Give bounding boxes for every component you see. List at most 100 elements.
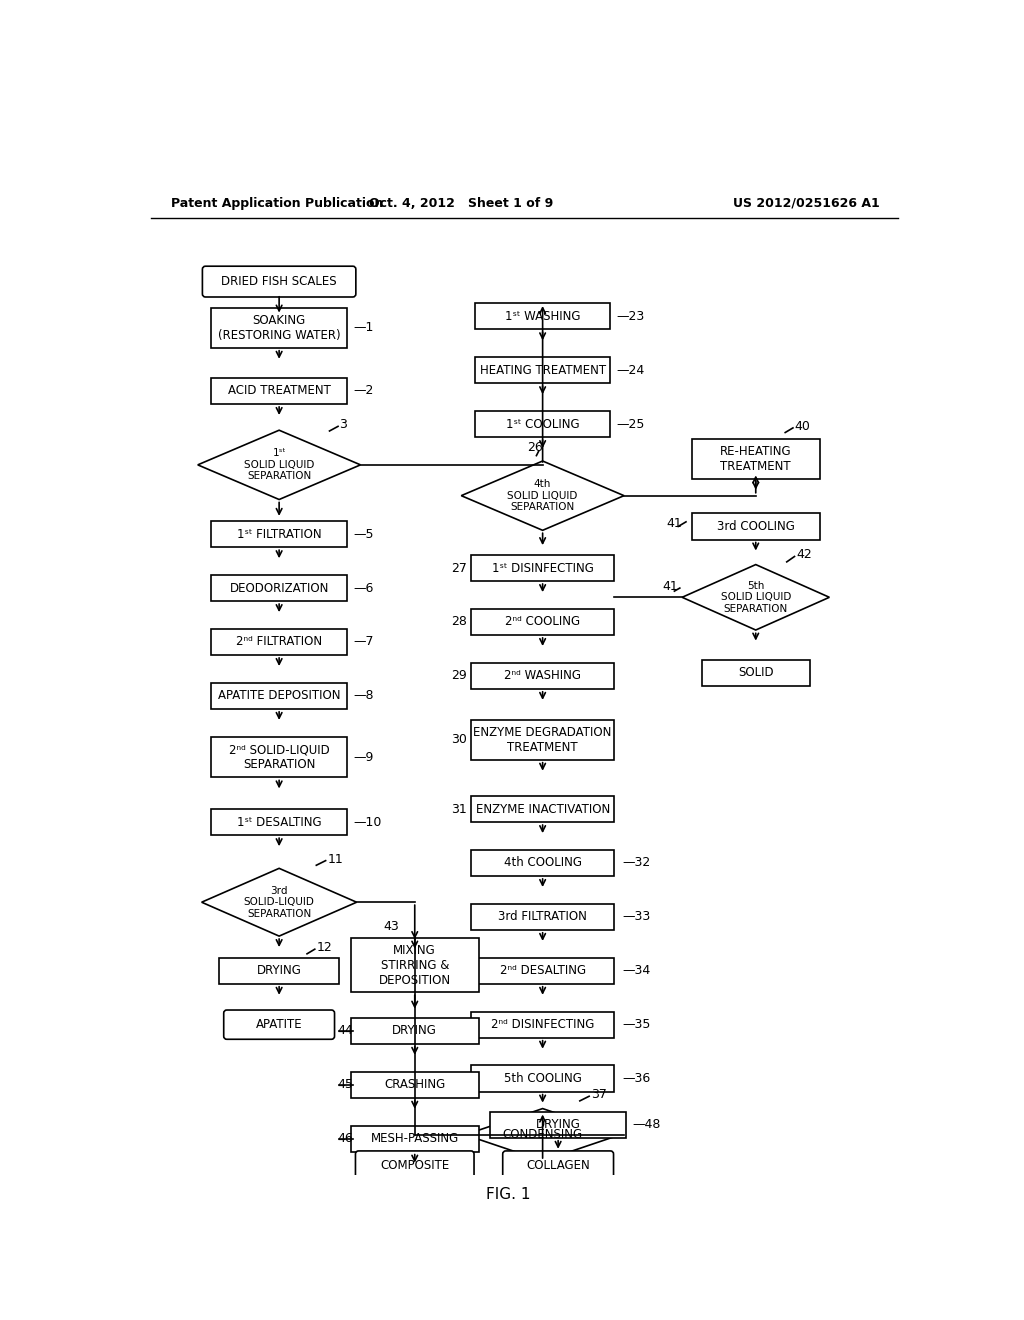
Text: 45: 45	[337, 1078, 353, 1092]
Text: —48: —48	[632, 1118, 660, 1131]
FancyBboxPatch shape	[351, 1018, 478, 1044]
FancyBboxPatch shape	[701, 660, 810, 686]
FancyBboxPatch shape	[471, 1011, 614, 1038]
Text: 1ˢᵗ COOLING: 1ˢᵗ COOLING	[506, 417, 580, 430]
FancyBboxPatch shape	[351, 1126, 478, 1151]
Text: —34: —34	[622, 964, 650, 977]
Text: DRYING: DRYING	[257, 964, 301, 977]
Text: COMPOSITE: COMPOSITE	[380, 1159, 450, 1172]
FancyBboxPatch shape	[351, 1072, 478, 1098]
Text: —24: —24	[616, 363, 645, 376]
Text: 2ⁿᵈ DISINFECTING: 2ⁿᵈ DISINFECTING	[490, 1018, 594, 1031]
Text: Patent Application Publication: Patent Application Publication	[171, 197, 383, 210]
Text: DRYING: DRYING	[536, 1118, 581, 1131]
Text: 3rd COOLING: 3rd COOLING	[717, 520, 795, 533]
FancyBboxPatch shape	[471, 1065, 614, 1092]
Text: 5th
SOLID LIQUID
SEPARATION: 5th SOLID LIQUID SEPARATION	[721, 581, 791, 614]
Text: —6: —6	[353, 582, 374, 594]
Text: 41: 41	[663, 579, 679, 593]
Text: MIXING
STIRRING &
DEPOSITION: MIXING STIRRING & DEPOSITION	[379, 944, 451, 987]
FancyBboxPatch shape	[475, 358, 610, 383]
FancyBboxPatch shape	[211, 521, 347, 548]
Text: 1ˢᵗ WASHING: 1ˢᵗ WASHING	[505, 310, 581, 323]
Text: 46: 46	[337, 1133, 353, 1146]
Text: 3rd
SOLID-LIQUID
SEPARATION: 3rd SOLID-LIQUID SEPARATION	[244, 886, 314, 919]
Text: 28: 28	[452, 615, 467, 628]
Text: 5th COOLING: 5th COOLING	[504, 1072, 582, 1085]
FancyBboxPatch shape	[471, 958, 614, 983]
Text: —36: —36	[622, 1072, 650, 1085]
FancyBboxPatch shape	[475, 304, 610, 330]
Text: MESH-PASSING: MESH-PASSING	[371, 1133, 459, 1146]
Text: 40: 40	[795, 420, 810, 433]
Text: 2ⁿᵈ SOLID-LIQUID
SEPARATION: 2ⁿᵈ SOLID-LIQUID SEPARATION	[228, 743, 330, 771]
FancyBboxPatch shape	[203, 267, 356, 297]
FancyBboxPatch shape	[475, 411, 610, 437]
FancyBboxPatch shape	[223, 1010, 335, 1039]
Text: —10: —10	[353, 816, 382, 829]
Text: 42: 42	[796, 548, 812, 561]
FancyBboxPatch shape	[211, 378, 347, 404]
Text: ENZYME INACTIVATION: ENZYME INACTIVATION	[475, 803, 609, 816]
Text: —25: —25	[616, 417, 645, 430]
Text: 2ⁿᵈ WASHING: 2ⁿᵈ WASHING	[504, 669, 582, 682]
Text: 11: 11	[328, 853, 343, 866]
Text: 4th COOLING: 4th COOLING	[504, 857, 582, 870]
FancyBboxPatch shape	[351, 939, 478, 993]
Text: 1ˢᵗ DESALTING: 1ˢᵗ DESALTING	[237, 816, 322, 829]
FancyBboxPatch shape	[692, 438, 819, 479]
FancyBboxPatch shape	[471, 904, 614, 929]
Text: 4th
SOLID LIQUID
SEPARATION: 4th SOLID LIQUID SEPARATION	[508, 479, 578, 512]
Text: HEATING TREATMENT: HEATING TREATMENT	[479, 363, 605, 376]
Text: 1ˢᵗ DISINFECTING: 1ˢᵗ DISINFECTING	[492, 561, 594, 574]
Text: 41: 41	[667, 517, 682, 529]
Text: —5: —5	[353, 528, 374, 541]
Text: 37: 37	[591, 1088, 606, 1101]
Text: SOAKING
(RESTORING WATER): SOAKING (RESTORING WATER)	[218, 314, 340, 342]
Text: CRASHING: CRASHING	[384, 1078, 445, 1092]
FancyBboxPatch shape	[471, 609, 614, 635]
Text: 1ˢᵗ
SOLID LIQUID
SEPARATION: 1ˢᵗ SOLID LIQUID SEPARATION	[244, 449, 314, 482]
Text: 3: 3	[340, 418, 347, 432]
Text: —1: —1	[353, 321, 374, 334]
FancyBboxPatch shape	[211, 682, 347, 709]
Text: 2ⁿᵈ DESALTING: 2ⁿᵈ DESALTING	[500, 964, 586, 977]
Text: Oct. 4, 2012   Sheet 1 of 9: Oct. 4, 2012 Sheet 1 of 9	[369, 197, 553, 210]
Text: 3rd FILTRATION: 3rd FILTRATION	[499, 911, 587, 924]
Text: 1ˢᵗ FILTRATION: 1ˢᵗ FILTRATION	[237, 528, 322, 541]
FancyBboxPatch shape	[355, 1151, 474, 1180]
Text: —35: —35	[622, 1018, 650, 1031]
Text: —9: —9	[353, 751, 374, 764]
Text: APATITE DEPOSITION: APATITE DEPOSITION	[218, 689, 340, 702]
FancyBboxPatch shape	[211, 628, 347, 655]
Text: FIG. 1: FIG. 1	[485, 1187, 530, 1201]
Text: DEODORIZATION: DEODORIZATION	[229, 582, 329, 594]
Text: —7: —7	[353, 635, 374, 648]
FancyBboxPatch shape	[471, 850, 614, 876]
Text: 26: 26	[527, 441, 543, 454]
Text: RE-HEATING
TREATMENT: RE-HEATING TREATMENT	[720, 445, 792, 473]
FancyBboxPatch shape	[211, 576, 347, 601]
FancyBboxPatch shape	[471, 719, 614, 760]
Polygon shape	[465, 1109, 621, 1162]
Text: CONDENSING: CONDENSING	[503, 1129, 583, 1142]
FancyBboxPatch shape	[471, 663, 614, 689]
Text: US 2012/0251626 A1: US 2012/0251626 A1	[733, 197, 880, 210]
FancyBboxPatch shape	[211, 308, 347, 348]
Text: ACID TREATMENT: ACID TREATMENT	[227, 384, 331, 397]
Text: 30: 30	[452, 733, 467, 746]
Text: 2ⁿᵈ FILTRATION: 2ⁿᵈ FILTRATION	[237, 635, 323, 648]
FancyBboxPatch shape	[219, 958, 339, 983]
Text: 44: 44	[337, 1024, 353, 1038]
Text: DRYING: DRYING	[392, 1024, 437, 1038]
Polygon shape	[202, 869, 356, 936]
Text: 12: 12	[316, 941, 332, 954]
Text: SOLID: SOLID	[738, 667, 773, 680]
Text: 27: 27	[452, 561, 467, 574]
FancyBboxPatch shape	[471, 796, 614, 822]
FancyBboxPatch shape	[211, 738, 347, 777]
Text: ENZYME DEGRADATION
TREATMENT: ENZYME DEGRADATION TREATMENT	[473, 726, 611, 754]
Text: 2ⁿᵈ COOLING: 2ⁿᵈ COOLING	[505, 615, 581, 628]
Text: 31: 31	[452, 803, 467, 816]
Text: COLLAGEN: COLLAGEN	[526, 1159, 590, 1172]
